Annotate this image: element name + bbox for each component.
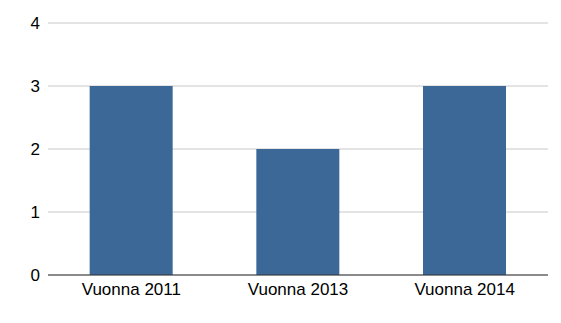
svg-text:3: 3: [31, 77, 40, 96]
svg-text:4: 4: [31, 14, 40, 33]
svg-text:Vuonna 2014: Vuonna 2014: [414, 280, 515, 299]
svg-text:1: 1: [31, 203, 40, 222]
svg-text:Vuonna 2013: Vuonna 2013: [248, 280, 349, 299]
svg-text:2: 2: [31, 140, 40, 159]
svg-text:Vuonna 2011: Vuonna 2011: [82, 280, 181, 299]
svg-text:0: 0: [31, 266, 40, 285]
